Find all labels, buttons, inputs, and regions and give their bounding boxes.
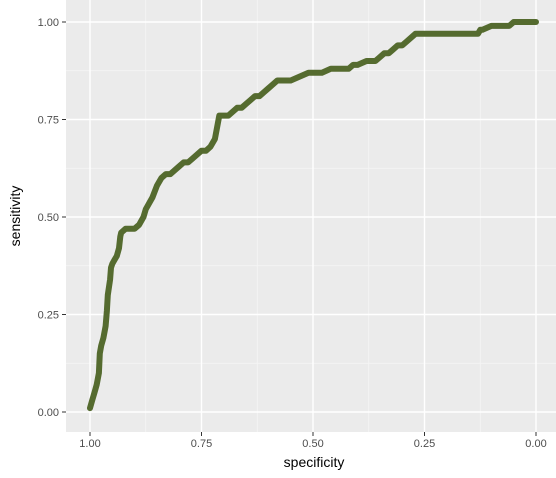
x-tick-label: 0.75 (191, 438, 212, 450)
x-tick-label: 0.50 (302, 438, 323, 450)
plot-panel (66, 0, 556, 432)
y-tick-label: 1.00 (38, 17, 59, 29)
y-tick-label: 0.50 (38, 212, 59, 224)
y-tick-label: 0.00 (38, 407, 59, 419)
y-tick-label: 0.75 (38, 115, 59, 127)
y-tick-label: 0.25 (38, 310, 59, 322)
grid-minor (66, 0, 556, 432)
x-tick-label: 0.00 (525, 438, 546, 450)
roc-curve-line (87, 19, 539, 412)
x-tick-label: 1.00 (79, 438, 100, 450)
y-axis-title: sensitivity (7, 186, 23, 247)
x-tick-label: 0.25 (414, 438, 435, 450)
x-axis-ticks: 1.00 0.75 0.50 0.25 0.00 (79, 432, 547, 450)
grid-major (66, 0, 556, 432)
y-axis-ticks: 0.00 0.25 0.50 0.75 1.00 (38, 17, 66, 419)
x-axis-title: specificity (284, 454, 345, 470)
